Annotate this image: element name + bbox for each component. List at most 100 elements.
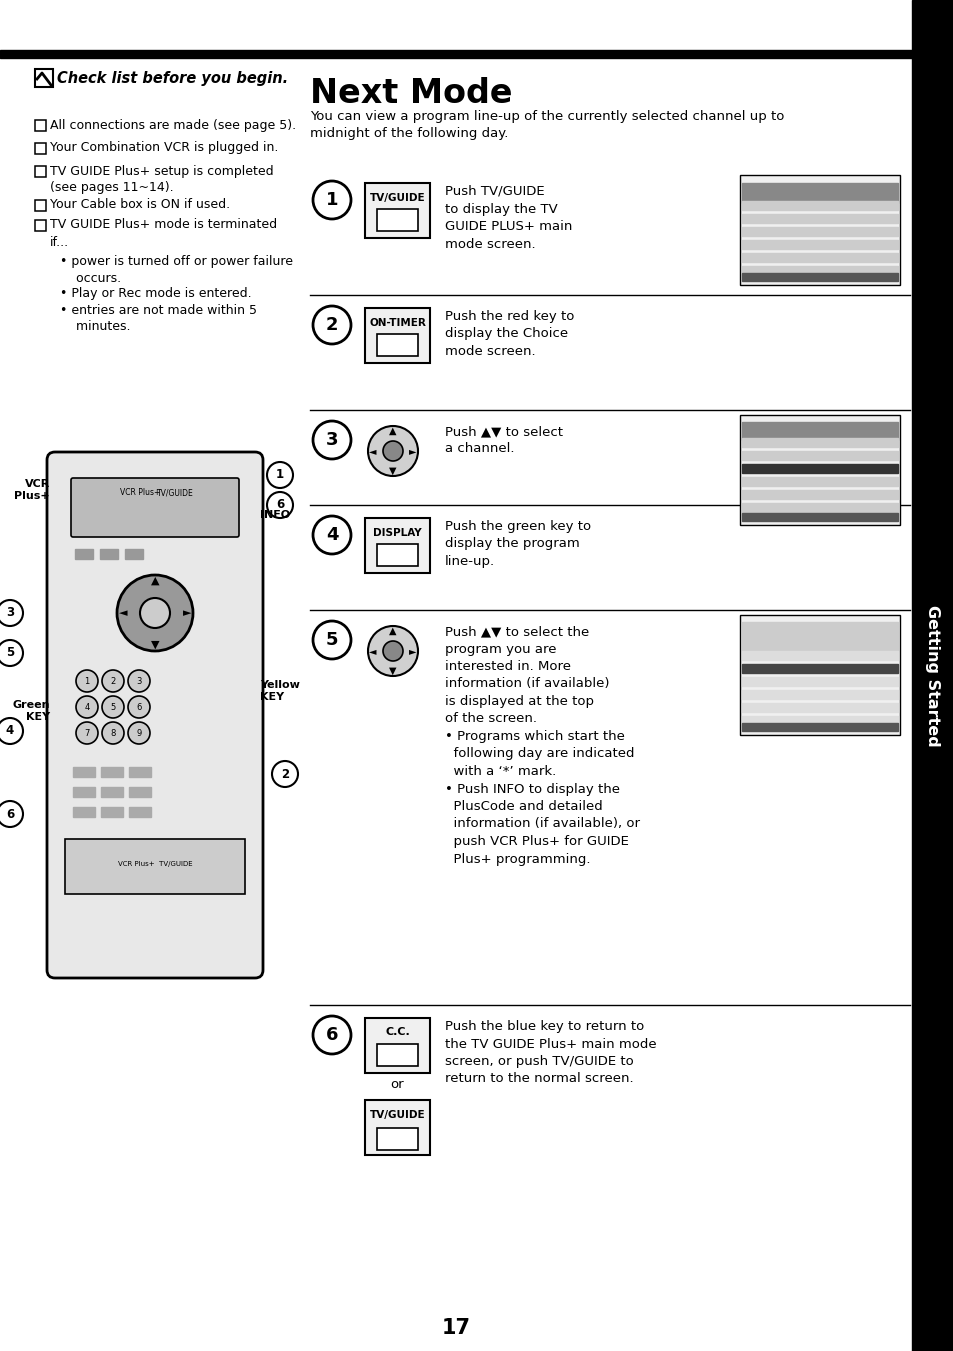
Circle shape	[76, 670, 98, 692]
Text: ◄: ◄	[369, 446, 376, 457]
Text: TV/GUIDE: TV/GUIDE	[370, 193, 425, 203]
Text: 3: 3	[6, 607, 14, 620]
Bar	[101, 767, 123, 777]
Text: INFO: INFO	[260, 509, 290, 520]
Text: 7: 7	[84, 728, 90, 738]
Bar	[741, 227, 897, 236]
Text: ▼: ▼	[389, 466, 396, 476]
Text: 2: 2	[325, 316, 338, 334]
Bar	[740, 176, 899, 285]
Text: C.C.: C.C.	[385, 1027, 410, 1038]
Text: ▼: ▼	[151, 640, 159, 650]
Bar	[741, 253, 897, 262]
Text: • entries are not made within 5: • entries are not made within 5	[60, 304, 256, 316]
Bar	[365, 182, 430, 238]
Bar	[35, 166, 46, 177]
Bar	[741, 716, 897, 725]
Circle shape	[313, 422, 351, 459]
Circle shape	[102, 670, 124, 692]
Bar	[73, 767, 95, 777]
Bar	[75, 549, 92, 559]
Text: VCR Plus+: VCR Plus+	[120, 488, 160, 497]
Text: occurs.: occurs.	[60, 272, 121, 285]
Circle shape	[128, 670, 150, 692]
Bar	[101, 788, 123, 797]
Text: (see pages 11~14).: (see pages 11~14).	[50, 181, 173, 195]
FancyBboxPatch shape	[71, 478, 239, 536]
Circle shape	[382, 640, 402, 661]
Text: 8: 8	[111, 728, 115, 738]
Text: 17: 17	[441, 1319, 470, 1337]
Circle shape	[128, 721, 150, 744]
Bar	[365, 1100, 430, 1155]
Text: ►: ►	[409, 646, 416, 657]
Bar	[741, 503, 897, 512]
Text: Yellow
KEY: Yellow KEY	[260, 680, 299, 701]
Bar	[129, 807, 151, 817]
Bar	[911, 0, 953, 1351]
Text: All connections are made (see page 5).: All connections are made (see page 5).	[50, 119, 295, 131]
Text: 1: 1	[275, 469, 284, 481]
Bar	[741, 690, 897, 698]
Text: 6: 6	[325, 1025, 338, 1044]
Bar	[741, 651, 897, 661]
Bar	[741, 663, 897, 673]
Text: Next Mode: Next Mode	[310, 77, 512, 109]
Text: Push the green key to
display the program
line-up.: Push the green key to display the progra…	[444, 520, 591, 567]
Circle shape	[313, 305, 351, 345]
Bar	[73, 807, 95, 817]
Circle shape	[0, 600, 23, 626]
Text: ▲: ▲	[389, 426, 396, 436]
Bar	[129, 767, 151, 777]
Bar	[741, 266, 897, 276]
Text: DISPLAY: DISPLAY	[373, 528, 421, 538]
Text: Your Cable box is ON if used.: Your Cable box is ON if used.	[50, 199, 230, 212]
Text: 5: 5	[6, 647, 14, 659]
Bar	[100, 549, 118, 559]
Text: TV/GUIDE: TV/GUIDE	[156, 488, 193, 497]
Bar	[35, 143, 46, 154]
Circle shape	[313, 621, 351, 659]
Bar	[376, 544, 417, 566]
FancyBboxPatch shape	[47, 453, 263, 978]
Circle shape	[0, 640, 23, 666]
Bar	[741, 213, 897, 223]
Text: 9: 9	[136, 728, 141, 738]
Text: 4: 4	[84, 703, 90, 712]
Text: Getting Started: Getting Started	[924, 605, 940, 746]
Bar	[0, 50, 911, 58]
Circle shape	[313, 181, 351, 219]
Text: 1: 1	[325, 190, 338, 209]
Bar	[741, 677, 897, 686]
Text: Push ▲▼ to select
a channel.: Push ▲▼ to select a channel.	[444, 426, 562, 455]
Text: 4: 4	[325, 526, 338, 544]
Bar	[740, 615, 899, 735]
Bar	[129, 788, 151, 797]
Bar	[741, 201, 897, 209]
Bar	[741, 273, 897, 281]
Bar	[35, 69, 53, 86]
Text: 3: 3	[325, 431, 338, 449]
Bar	[365, 517, 430, 573]
Text: Push ▲▼ to select the
program you are
interested in. More
information (if availa: Push ▲▼ to select the program you are in…	[444, 626, 639, 866]
Circle shape	[267, 462, 293, 488]
Circle shape	[140, 598, 170, 628]
Text: VCR Plus+  TV/GUIDE: VCR Plus+ TV/GUIDE	[117, 861, 193, 867]
Text: ◄: ◄	[369, 646, 376, 657]
Bar	[741, 438, 897, 447]
Circle shape	[117, 576, 193, 651]
Bar	[741, 513, 897, 521]
Circle shape	[368, 426, 417, 476]
Text: minutes.: minutes.	[60, 319, 131, 332]
Circle shape	[0, 717, 23, 744]
Bar	[35, 120, 46, 131]
Text: 5: 5	[325, 631, 338, 648]
Circle shape	[382, 440, 402, 461]
Bar	[741, 621, 897, 650]
Text: TV GUIDE Plus+ mode is terminated: TV GUIDE Plus+ mode is terminated	[50, 219, 276, 231]
Bar	[741, 422, 897, 440]
Bar	[376, 1044, 417, 1066]
Text: 6: 6	[275, 499, 284, 512]
Text: ►: ►	[183, 608, 191, 617]
Bar	[741, 723, 897, 731]
